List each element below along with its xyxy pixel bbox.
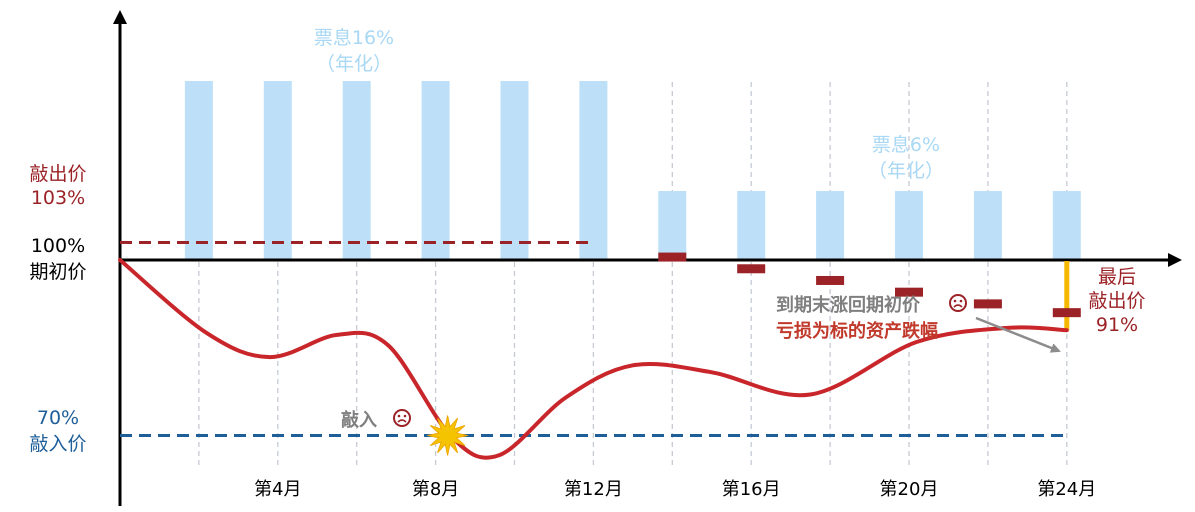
coupon-bar xyxy=(579,81,608,260)
coupon-bar xyxy=(895,191,923,260)
knock-out-mark xyxy=(816,275,845,285)
knock-out-mark xyxy=(1052,308,1081,318)
coupon-low-annual: （年化） xyxy=(868,160,944,182)
knock-out-marks xyxy=(658,252,1081,318)
knock-in-event-label: 敲入 xyxy=(341,409,377,431)
coupon-bar xyxy=(658,191,687,260)
coupon-bar xyxy=(263,81,292,260)
final-knock-out-line1: 最后 xyxy=(1098,266,1136,288)
coupon-low-label: 票息6% xyxy=(872,134,940,156)
underlying-price-path xyxy=(118,258,1069,460)
knock-in-label: 敲入价 xyxy=(29,433,86,455)
knock-out-mark xyxy=(973,299,1002,309)
sad-face-icon xyxy=(393,409,411,427)
annotation-line1: 到期末涨回期初价 xyxy=(776,294,921,316)
coupon-bar xyxy=(500,81,529,260)
annotation-line2: 亏损为标的资产跌幅 xyxy=(776,320,938,342)
knock-out-mark xyxy=(658,252,687,262)
sad-face-icon xyxy=(949,294,967,312)
y-axis-arrow xyxy=(113,10,127,24)
initial-price-label: 期初价 xyxy=(29,261,86,283)
coupon-bar xyxy=(1052,191,1081,260)
x-tick-label: 第24月 xyxy=(1037,479,1096,500)
coupon-bars xyxy=(184,81,1081,260)
coupon-high-label: 票息16% xyxy=(314,27,394,49)
final-knock-out-line2: 敲出价 xyxy=(1088,290,1145,312)
x-tick-label: 第12月 xyxy=(564,479,623,500)
x-axis-arrow xyxy=(1168,253,1182,267)
coupon-bar xyxy=(342,81,371,260)
x-tick-label: 第4月 xyxy=(254,479,301,500)
knock-out-mark xyxy=(737,264,766,274)
x-tick-labels: 第4月 第8月 第12月 第16月 第20月 第24月 xyxy=(254,479,1096,500)
x-tick-label: 第8月 xyxy=(412,479,459,500)
coupon-bar xyxy=(816,191,845,260)
knock-out-mark xyxy=(895,287,923,297)
coupon-high-annual: （年化） xyxy=(316,53,392,75)
coupon-bar xyxy=(184,81,213,260)
initial-price-value: 100% xyxy=(31,235,85,257)
x-tick-label: 第16月 xyxy=(722,479,781,500)
knock-out-value: 103% xyxy=(31,187,85,209)
knock-in-star-icon xyxy=(427,415,468,456)
knock-in-value: 70% xyxy=(37,407,79,429)
final-knock-out-line3: 91% xyxy=(1096,314,1138,336)
coupon-bar xyxy=(421,81,450,260)
x-tick-label: 第20月 xyxy=(880,479,939,500)
coupon-bar xyxy=(737,191,766,260)
coupon-bar xyxy=(973,191,1002,260)
underlying-path-layer xyxy=(118,258,1069,460)
annotation-arrow xyxy=(975,316,1061,353)
level-lines xyxy=(120,240,1070,437)
knock-out-label: 敲出价 xyxy=(29,163,86,185)
